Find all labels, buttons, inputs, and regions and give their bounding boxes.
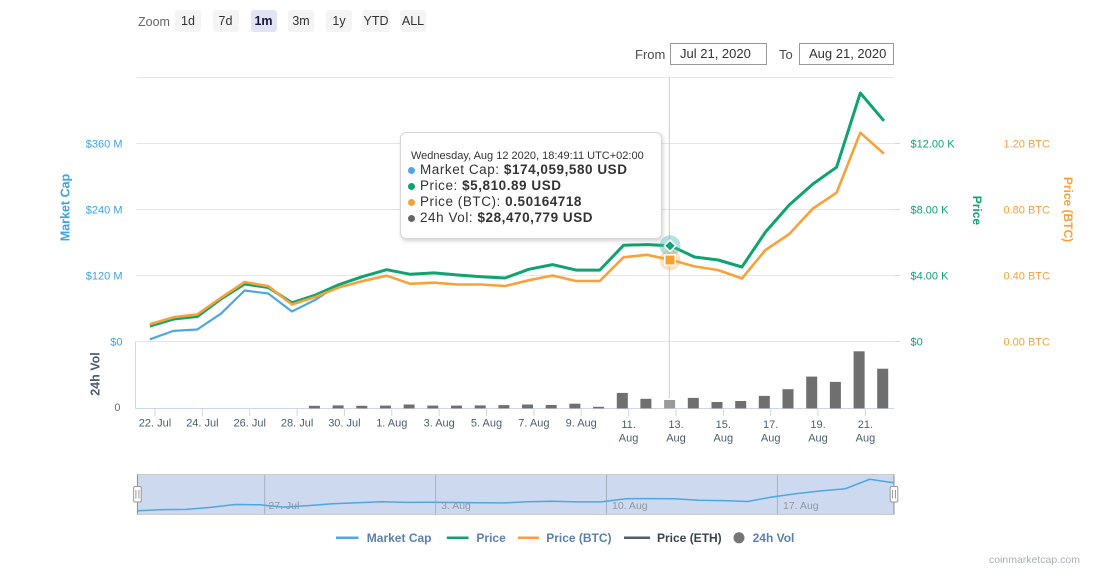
- svg-text:15.: 15.: [716, 419, 731, 431]
- svg-text:Price: Price: [970, 196, 984, 226]
- svg-text:0: 0: [114, 402, 120, 414]
- svg-text:Aug: Aug: [761, 433, 781, 445]
- svg-text:Market Cap: Market Cap: [367, 531, 432, 545]
- svg-text:Aug: Aug: [619, 433, 639, 445]
- svg-text:28. Jul: 28. Jul: [281, 418, 313, 430]
- svg-text:21.: 21.: [858, 419, 873, 431]
- svg-text:$8.00 K: $8.00 K: [911, 204, 950, 216]
- svg-text:19.: 19.: [810, 419, 825, 431]
- svg-text:Price (ETH): Price (ETH): [657, 531, 722, 545]
- svg-text:24. Jul: 24. Jul: [186, 418, 218, 430]
- svg-text:10. Aug: 10. Aug: [612, 500, 648, 512]
- svg-text:Aug: Aug: [714, 433, 734, 445]
- svg-text:$120 M: $120 M: [86, 270, 123, 282]
- svg-text:24h Vol: 24h Vol: [753, 531, 795, 545]
- svg-text:Price (BTC): Price (BTC): [546, 531, 611, 545]
- svg-text:30. Jul: 30. Jul: [328, 418, 360, 430]
- svg-text:1.20 BTC: 1.20 BTC: [1004, 138, 1051, 150]
- svg-text:coinmarketcap.com: coinmarketcap.com: [989, 554, 1080, 566]
- svg-text:$4.00 K: $4.00 K: [911, 270, 950, 282]
- svg-text:Aug: Aug: [666, 433, 686, 445]
- svg-text:$240 M: $240 M: [86, 204, 123, 216]
- svg-text:0.00 BTC: 0.00 BTC: [1004, 336, 1051, 348]
- svg-text:13.: 13.: [668, 419, 683, 431]
- svg-text:9. Aug: 9. Aug: [566, 418, 597, 430]
- svg-text:5. Aug: 5. Aug: [471, 418, 502, 430]
- svg-text:1. Aug: 1. Aug: [376, 418, 407, 430]
- svg-text:26. Jul: 26. Jul: [233, 418, 265, 430]
- svg-text:24h Vol: 24h Vol: [89, 352, 103, 396]
- svg-text:17. Aug: 17. Aug: [783, 500, 819, 512]
- svg-text:Price: Price: [476, 531, 506, 545]
- svg-text:$0: $0: [911, 336, 923, 348]
- svg-text:22. Jul: 22. Jul: [139, 418, 171, 430]
- svg-text:17.: 17.: [763, 419, 778, 431]
- svg-text:27. Jul: 27. Jul: [268, 500, 299, 512]
- svg-text:$12.00 K: $12.00 K: [911, 138, 956, 150]
- svg-text:Market Cap: Market Cap: [59, 173, 73, 241]
- svg-text:0.40 BTC: 0.40 BTC: [1004, 270, 1051, 282]
- svg-text:$360 M: $360 M: [86, 138, 123, 150]
- svg-text:Aug: Aug: [856, 433, 876, 445]
- svg-text:7. Aug: 7. Aug: [518, 418, 549, 430]
- svg-text:Aug: Aug: [808, 433, 828, 445]
- svg-text:$0: $0: [110, 336, 122, 348]
- svg-text:0.80 BTC: 0.80 BTC: [1004, 204, 1051, 216]
- svg-text:3. Aug: 3. Aug: [441, 500, 471, 512]
- svg-text:Price (BTC): Price (BTC): [1061, 177, 1075, 242]
- svg-text:3. Aug: 3. Aug: [424, 418, 455, 430]
- svg-text:11.: 11.: [621, 419, 635, 431]
